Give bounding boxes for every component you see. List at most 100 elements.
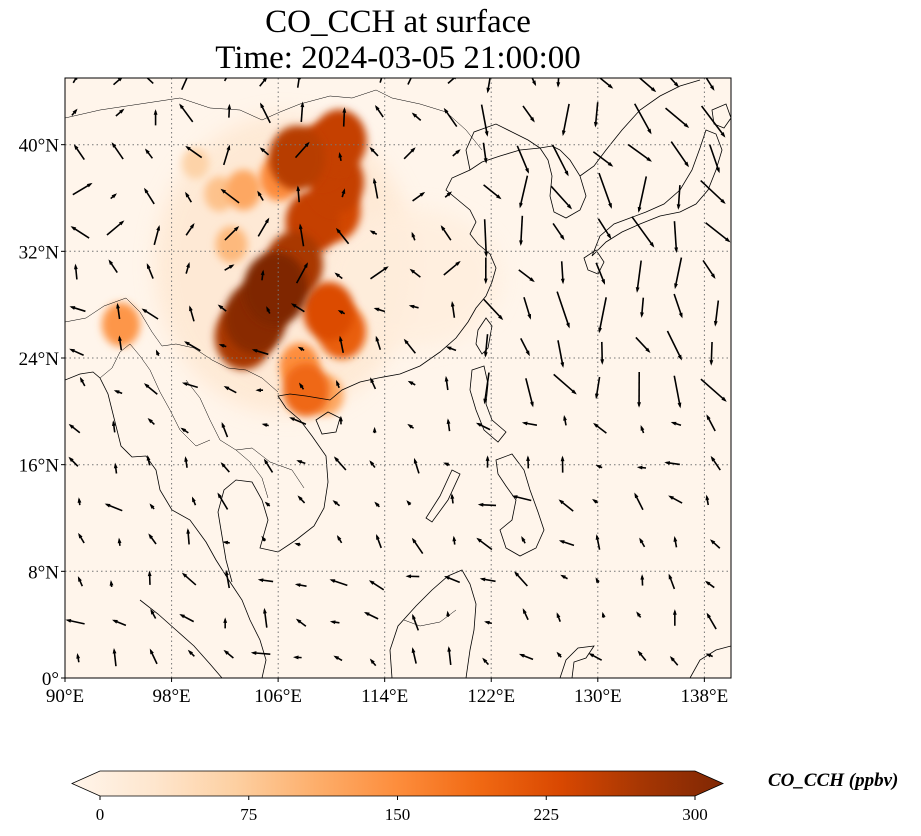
- wind-arrow: [185, 223, 195, 236]
- wind-arrow: [709, 539, 721, 549]
- wind-arrow: [251, 349, 269, 356]
- wind-arrow: [450, 301, 456, 318]
- wind-arrow: [673, 536, 678, 548]
- wind-arrow: [116, 302, 121, 320]
- wind-arrow: [111, 142, 124, 160]
- wind-arrow: [522, 105, 535, 123]
- wind-arrow: [673, 293, 683, 319]
- wind-arrow: [148, 533, 157, 545]
- wind-arrow: [673, 221, 679, 253]
- wind-arrow: [336, 534, 343, 544]
- wind-arrow: [702, 260, 716, 280]
- wind-arrow: [665, 107, 690, 128]
- wind-arrow: [263, 458, 274, 473]
- coastlines: [65, 79, 731, 678]
- wind-arrow: [483, 184, 502, 200]
- wind-arrow: [412, 191, 426, 202]
- wind-arrow: [560, 455, 565, 473]
- wind-arrow: [370, 266, 389, 280]
- wind-arrow: [186, 528, 191, 545]
- colorbar-tick-label: 225: [534, 805, 560, 824]
- wind-arrow: [551, 144, 569, 177]
- wind-arrow: [598, 78, 614, 89]
- coastline-asia: [65, 371, 267, 678]
- wind-arrow: [483, 298, 504, 321]
- wind-arrow: [149, 648, 158, 665]
- wind-arrow: [522, 608, 529, 621]
- map-background: [65, 78, 731, 678]
- wind-arrow: [220, 188, 240, 204]
- wind-arrow: [526, 455, 530, 469]
- wind-arrow: [444, 191, 453, 198]
- wind-arrow: [521, 421, 538, 426]
- plume-cell: [101, 302, 141, 347]
- wind-arrow: [443, 462, 450, 467]
- plume-cell: [181, 147, 210, 179]
- wind-arrow: [217, 304, 227, 312]
- wind-arrow: [179, 103, 194, 123]
- wind-arrow: [147, 418, 155, 426]
- wind-arrow: [110, 193, 118, 200]
- wind-arrow: [403, 338, 416, 354]
- wind-arrow: [482, 657, 490, 666]
- coastline-hainan: [315, 411, 341, 435]
- coastline-japan-kyushu: [583, 249, 605, 275]
- wind-arrow: [558, 499, 574, 512]
- wind-arrow: [260, 269, 265, 281]
- wind-arrow: [444, 576, 461, 584]
- wind-arrow: [223, 649, 234, 659]
- wind-arrow: [257, 217, 270, 237]
- wind-arrow: [76, 652, 81, 663]
- wind-arrow: [637, 176, 648, 213]
- wind-arrow: [706, 414, 716, 432]
- wind-arrow: [595, 577, 600, 584]
- wind-arrow: [298, 223, 305, 247]
- wind-arrow: [250, 651, 271, 656]
- gridlines: [65, 78, 731, 678]
- wind-arrow: [259, 147, 270, 156]
- wind-arrow: [446, 418, 451, 432]
- wind-arrow: [408, 304, 419, 309]
- coastline-bohai: [465, 123, 541, 171]
- wind-arrow: [601, 611, 606, 618]
- wind-arrow: [670, 141, 689, 168]
- coastline-taiwan: [475, 317, 493, 355]
- wind-arrow: [261, 423, 269, 428]
- wind-arrow: [664, 461, 680, 466]
- wind-arrow: [117, 537, 122, 546]
- coastline-sulawesi: [559, 645, 595, 678]
- wind-arrow: [292, 655, 302, 660]
- wind-arrow: [333, 655, 343, 662]
- wind-arrow: [187, 649, 195, 657]
- wind-arrow: [483, 334, 489, 358]
- plume-halo: [321, 208, 502, 348]
- wind-arrow: [374, 501, 380, 508]
- wind-arrow: [705, 78, 715, 91]
- wind-arrow: [636, 611, 642, 618]
- wind-arrow: [553, 373, 577, 395]
- wind-arrow: [150, 608, 157, 619]
- wind-arrow: [143, 383, 158, 395]
- lat-tick-label: 40°N: [19, 136, 60, 157]
- wind-arrow: [705, 653, 713, 658]
- wind-arrow: [372, 177, 379, 199]
- wind-arrow: [111, 420, 116, 433]
- concentration-field: [101, 109, 502, 417]
- wind-arrow: [523, 297, 532, 320]
- border-indochina: [185, 379, 305, 499]
- border-india-myanmar: [99, 343, 211, 447]
- wind-arrow: [184, 456, 189, 468]
- wind-arrow: [224, 264, 235, 271]
- wind-arrow: [335, 227, 350, 245]
- wind-arrow: [155, 349, 160, 357]
- wind-arrow: [594, 376, 601, 400]
- wind-arrow: [557, 340, 565, 368]
- wind-arrow: [225, 569, 231, 589]
- lon-tick-label: 90°E: [46, 686, 84, 707]
- wind-arrow: [446, 610, 451, 617]
- wind-arrow: [640, 297, 645, 318]
- wind-arrow: [113, 390, 123, 395]
- colorbar: 0 75 150 225 300: [71, 770, 724, 824]
- wind-arrow: [329, 620, 340, 625]
- wind-arrow: [411, 647, 417, 664]
